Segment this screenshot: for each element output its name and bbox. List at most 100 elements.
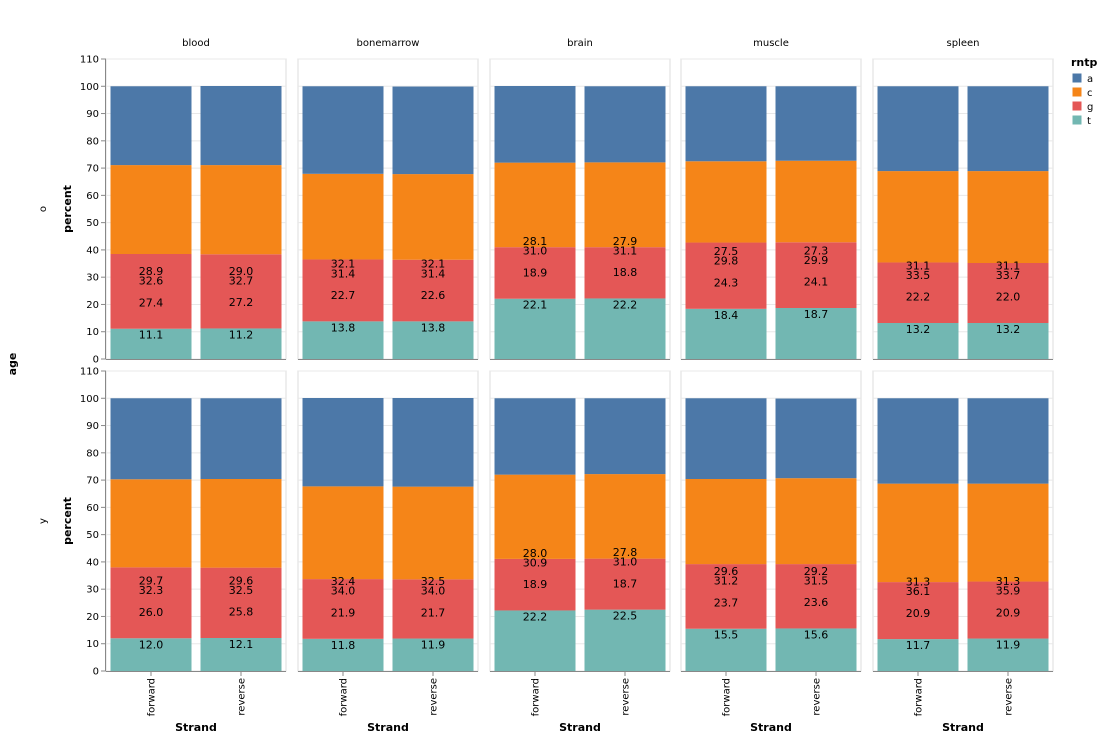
bar-segment-a	[584, 398, 666, 475]
legend-label-c: c	[1087, 88, 1093, 99]
bar-segment-t	[877, 323, 959, 359]
bar-segment-c	[392, 174, 474, 260]
data-label-t: 22.5	[613, 610, 638, 623]
bar-segment-a	[584, 86, 666, 163]
bar-segment-c	[200, 479, 282, 568]
bar-segment-t	[494, 610, 576, 671]
data-label-c: 31.2	[714, 575, 739, 588]
bar-segment-t	[392, 638, 474, 671]
data-label-a: 29.6	[714, 565, 739, 578]
data-label-c: 34.0	[331, 585, 356, 598]
y-tick-label: 100	[80, 394, 99, 405]
column-facet-label: blood	[182, 38, 210, 49]
data-label-c: 31.4	[421, 267, 446, 280]
bar-segment-t	[302, 638, 384, 671]
y-tick-label: 110	[80, 367, 99, 378]
data-label-g: 18.7	[613, 577, 638, 590]
bar-segment-c	[877, 483, 959, 583]
data-label-a: 29.2	[804, 565, 829, 578]
data-label-a: 31.1	[996, 259, 1021, 272]
data-label-a: 28.1	[523, 235, 548, 248]
data-label-c: 31.0	[613, 556, 638, 569]
bar-segment-c	[967, 171, 1049, 263]
y-tick-label: 30	[86, 273, 99, 284]
data-label-t: 12.0	[139, 638, 164, 651]
y-tick-label: 40	[86, 245, 99, 256]
x-axis-title: Strand	[175, 721, 217, 734]
panel-o-spleen: 13.222.233.531.113.222.033.731.1	[872, 58, 1054, 360]
bar-segment-c	[685, 479, 767, 565]
data-label-g: 21.7	[421, 606, 446, 619]
data-label-t: 12.1	[229, 638, 254, 651]
bar-segment-t	[392, 321, 474, 359]
y-tick-label: 70	[86, 476, 99, 487]
x-tick-label: forward	[147, 678, 158, 716]
x-tick-label: forward	[722, 678, 733, 716]
data-label-g: 22.7	[331, 289, 356, 302]
legend-title: rntp	[1071, 56, 1098, 69]
legend-label-g: g	[1087, 102, 1093, 113]
bar-segment-t	[200, 328, 282, 359]
legend-swatch-a	[1071, 72, 1083, 84]
data-label-a: 32.1	[331, 258, 356, 271]
bar-segment-c	[775, 478, 857, 565]
data-label-c: 33.5	[906, 269, 931, 282]
data-label-t: 13.2	[906, 323, 931, 336]
y-tick-label: 50	[86, 530, 99, 541]
bar-segment-c	[494, 474, 576, 559]
x-axis-title: Strand	[750, 721, 792, 734]
bar-segment-a	[494, 86, 576, 163]
bar-segment-t	[967, 323, 1049, 359]
data-label-t: 11.9	[996, 639, 1021, 652]
bar-segment-g	[967, 263, 1049, 323]
bar-segment-a	[685, 86, 767, 162]
y-tick-label: 10	[86, 639, 99, 650]
column-facet-label: spleen	[947, 38, 980, 49]
data-label-c: 34.0	[421, 584, 446, 597]
data-label-a: 31.3	[906, 575, 931, 588]
data-label-a: 31.1	[906, 259, 931, 272]
data-label-a: 27.8	[613, 546, 638, 559]
y-tick-label: 20	[86, 300, 99, 311]
bar-segment-t	[110, 638, 192, 671]
bar-segment-g	[584, 247, 666, 299]
data-label-c: 31.5	[804, 574, 829, 587]
bar-segment-t	[302, 321, 384, 359]
bar-segment-g	[392, 259, 474, 322]
bar-segment-a	[877, 398, 959, 484]
data-label-t: 11.9	[421, 639, 446, 652]
y-tick-label: 40	[86, 557, 99, 568]
data-label-g: 27.2	[229, 296, 254, 309]
data-label-g: 22.6	[421, 289, 446, 302]
data-label-c: 31.0	[523, 245, 548, 258]
bar-segment-t	[967, 638, 1049, 671]
data-label-a: 29.0	[229, 265, 254, 278]
data-label-t: 15.6	[804, 628, 829, 641]
bar-segment-t	[110, 328, 192, 359]
bar-segment-c	[200, 165, 282, 255]
panel-y-muscle: 15.5 23.7 31.229.6 15.6 23.6 31.529.2 forward r…	[680, 370, 862, 734]
chart-panels: blood bonemarrow brain muscle spleen o percent…	[38, 38, 1054, 734]
data-label-t: 13.2	[996, 323, 1021, 336]
panel-o-muscle: 18.4 24.3 29.827.5 18.7 24.1 29.927.3	[680, 58, 862, 360]
y-tick-label: 60	[86, 191, 99, 202]
x-axis-title: Strand	[559, 721, 601, 734]
data-label-a: 27.5	[714, 245, 739, 258]
data-label-c: 30.9	[523, 556, 548, 569]
data-label-c: 31.1	[613, 244, 638, 257]
data-label-c: 32.5	[229, 584, 254, 597]
data-label-a: 32.4	[331, 575, 356, 588]
panel-o-bonemarrow: 13.822.731.432.113.822.631.432.1	[297, 58, 479, 360]
data-label-g: 20.9	[996, 606, 1021, 619]
x-tick-label: reverse	[621, 678, 632, 716]
column-facet-label: brain	[567, 38, 593, 49]
data-label-c: 29.9	[804, 254, 829, 267]
y-tick-label: 20	[86, 612, 99, 623]
y-axis-title: percent	[61, 185, 74, 233]
y-tick-label: 0	[93, 667, 99, 678]
bar-segment-c	[302, 486, 384, 580]
data-label-a: 29.7	[139, 575, 164, 588]
bar-segment-t	[775, 308, 857, 359]
